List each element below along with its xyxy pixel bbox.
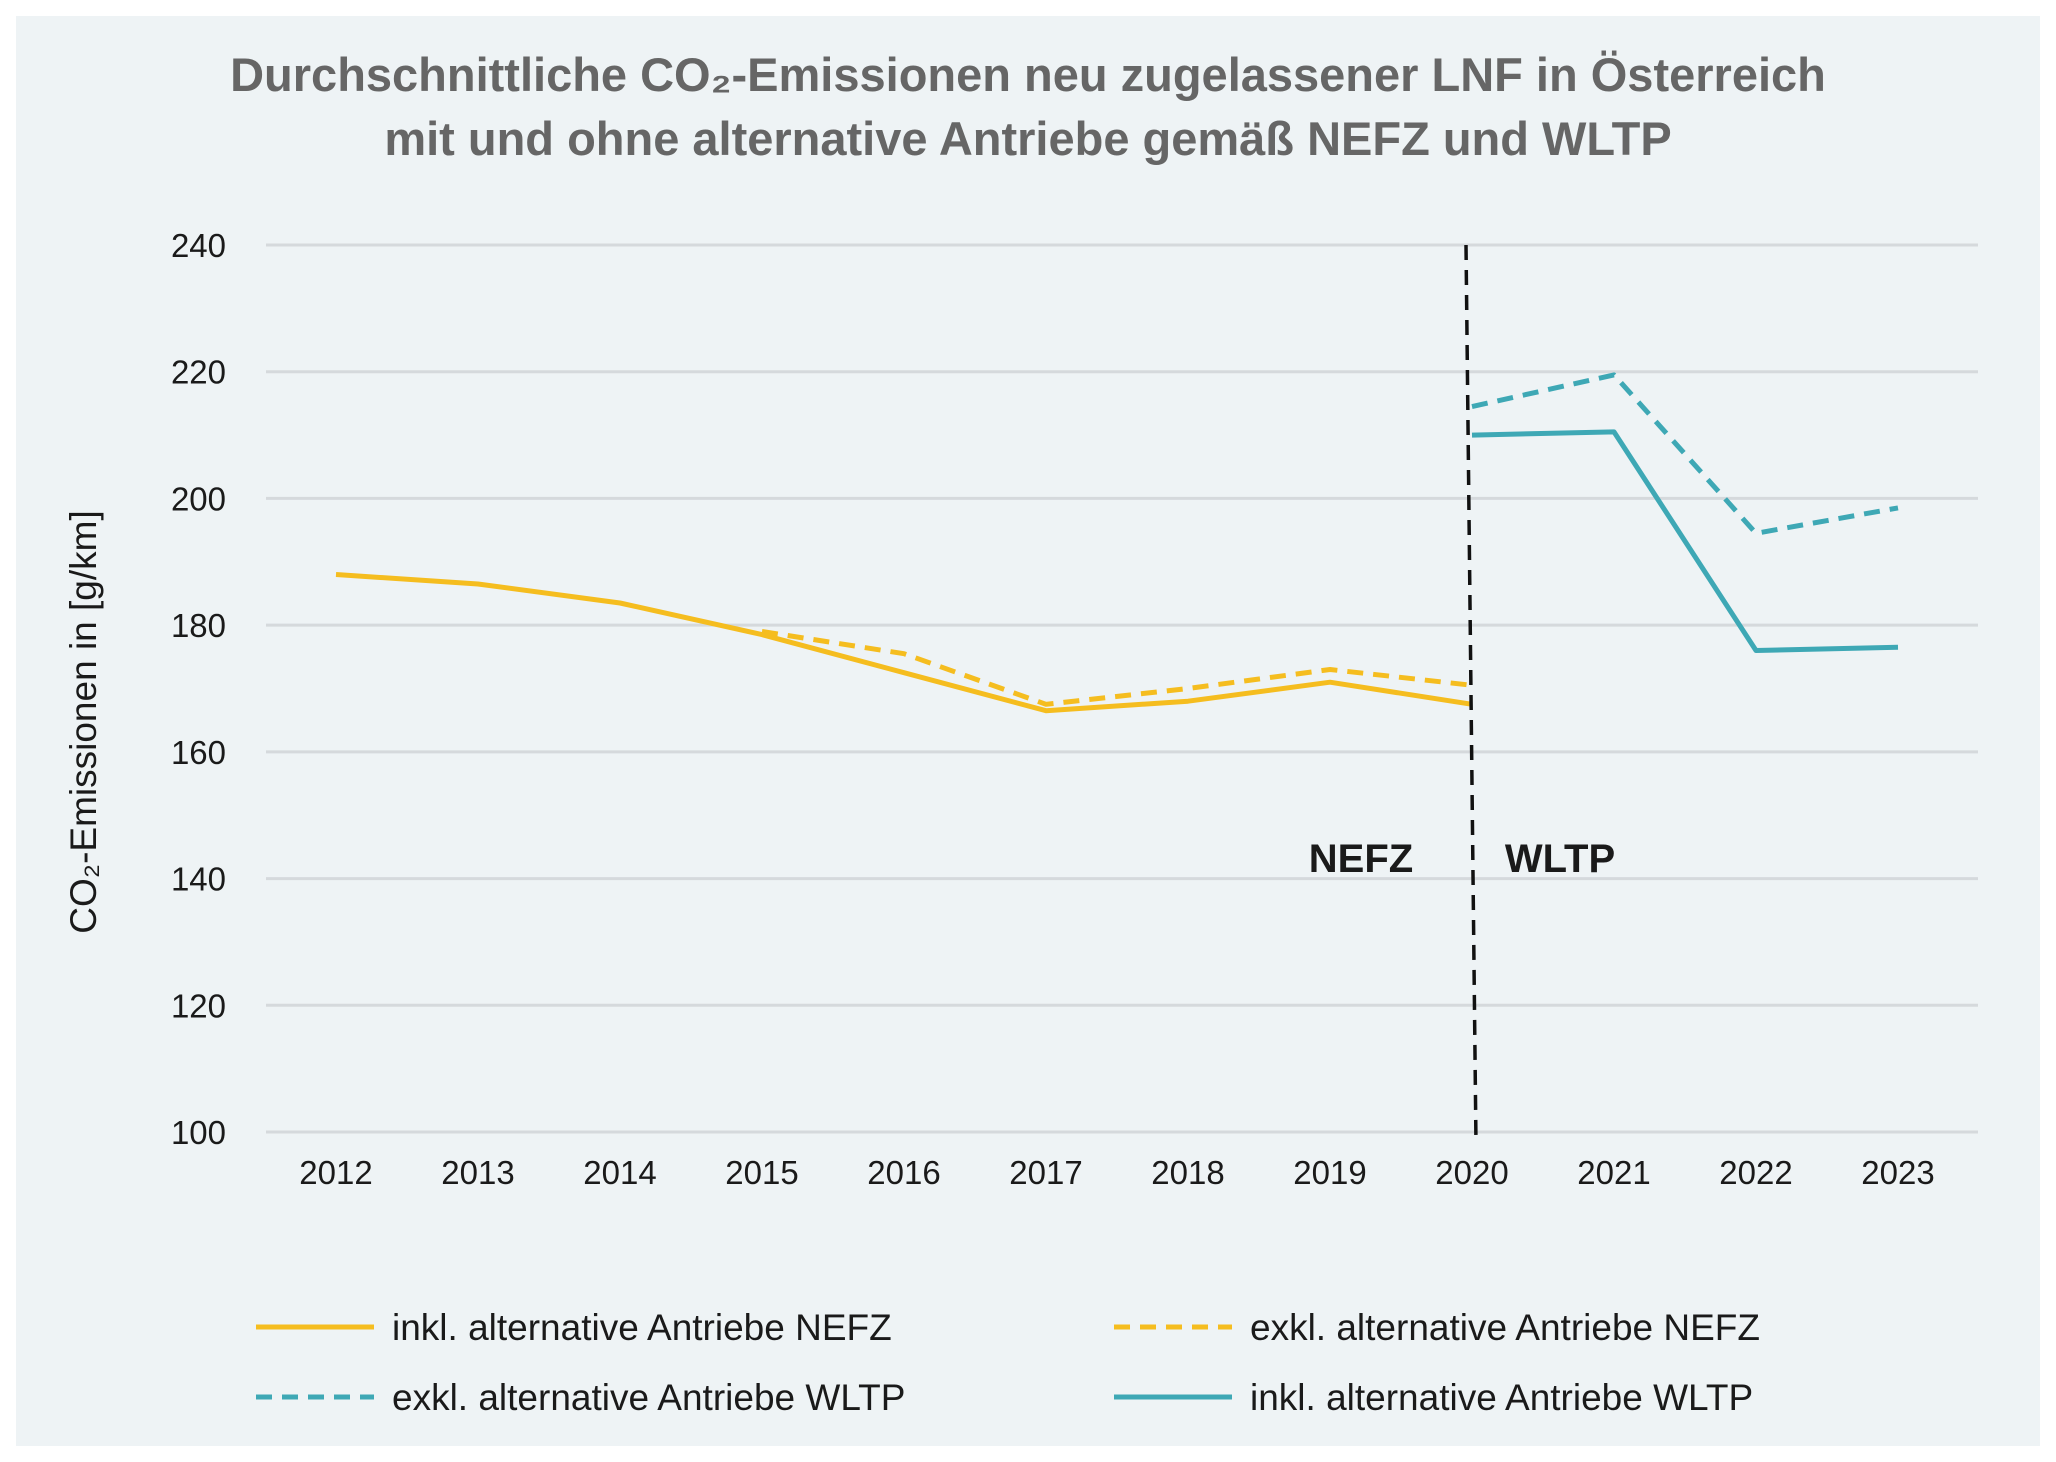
y-tick-label: 140 (171, 861, 226, 898)
x-tick-label: 2021 (1577, 1154, 1650, 1191)
y-tick-label: 160 (171, 734, 226, 771)
chart-panel: Durchschnittliche CO₂-Emissionen neu zug… (16, 16, 2040, 1446)
x-axis-ticks: 2012 2013 2014 2015 2016 2017 2018 2019 2020 2021… (299, 1154, 1934, 1191)
y-tick-label: 240 (171, 227, 226, 264)
x-tick-label: 2019 (1293, 1154, 1366, 1191)
series-line-4 (1471, 429, 1899, 653)
x-tick-label: 2014 (583, 1154, 656, 1191)
y-tick-label: 100 (171, 1114, 226, 1151)
line-chart: Durchschnittliche CO₂-Emissionen neu zug… (63, 48, 1978, 1418)
x-tick-label: 2023 (1861, 1154, 1934, 1191)
y-tick-label: 120 (171, 987, 226, 1024)
chart-title-line-2: mit und ohne alternative Antriebe gemäß … (384, 112, 1671, 165)
y-axis-label: CO₂-Emissionen in [g/km] (63, 510, 104, 934)
series-lines (335, 372, 1899, 714)
x-tick-label: 2017 (1009, 1154, 1082, 1191)
series-line-1 (335, 572, 1473, 714)
x-tick-label: 2022 (1719, 1154, 1792, 1191)
x-tick-label: 2013 (441, 1154, 514, 1191)
legend: inkl. alternative Antriebe NEFZ exkl. alt… (256, 1307, 1760, 1418)
x-tick-label: 2015 (725, 1154, 798, 1191)
legend-label: exkl. alternative Antriebe WLTP (392, 1377, 905, 1418)
legend-label: inkl. alternative Antriebe WLTP (1250, 1377, 1753, 1418)
wltp-label: WLTP (1505, 837, 1615, 881)
series-line-2 (761, 629, 1473, 707)
chart-title-line-1: Durchschnittliche CO₂-Emissionen neu zug… (230, 48, 1826, 101)
x-tick-label: 2018 (1151, 1154, 1224, 1191)
legend-label: inkl. alternative Antriebe NEFZ (392, 1307, 892, 1348)
nefz-label: NEFZ (1309, 837, 1413, 881)
x-tick-label: 2012 (299, 1154, 372, 1191)
x-tick-label: 2020 (1435, 1154, 1508, 1191)
y-tick-label: 180 (171, 607, 226, 644)
y-tick-label: 200 (171, 480, 226, 517)
y-axis-ticks: 100 120 140 160 180 200 220 240 (171, 227, 226, 1151)
x-tick-label: 2016 (867, 1154, 940, 1191)
method-divider-line (1464, 244, 1478, 1145)
legend-label: exkl. alternative Antriebe NEFZ (1250, 1307, 1760, 1348)
y-tick-label: 220 (171, 354, 226, 391)
series-line-3 (1471, 372, 1899, 536)
gridlines (266, 243, 1978, 1134)
